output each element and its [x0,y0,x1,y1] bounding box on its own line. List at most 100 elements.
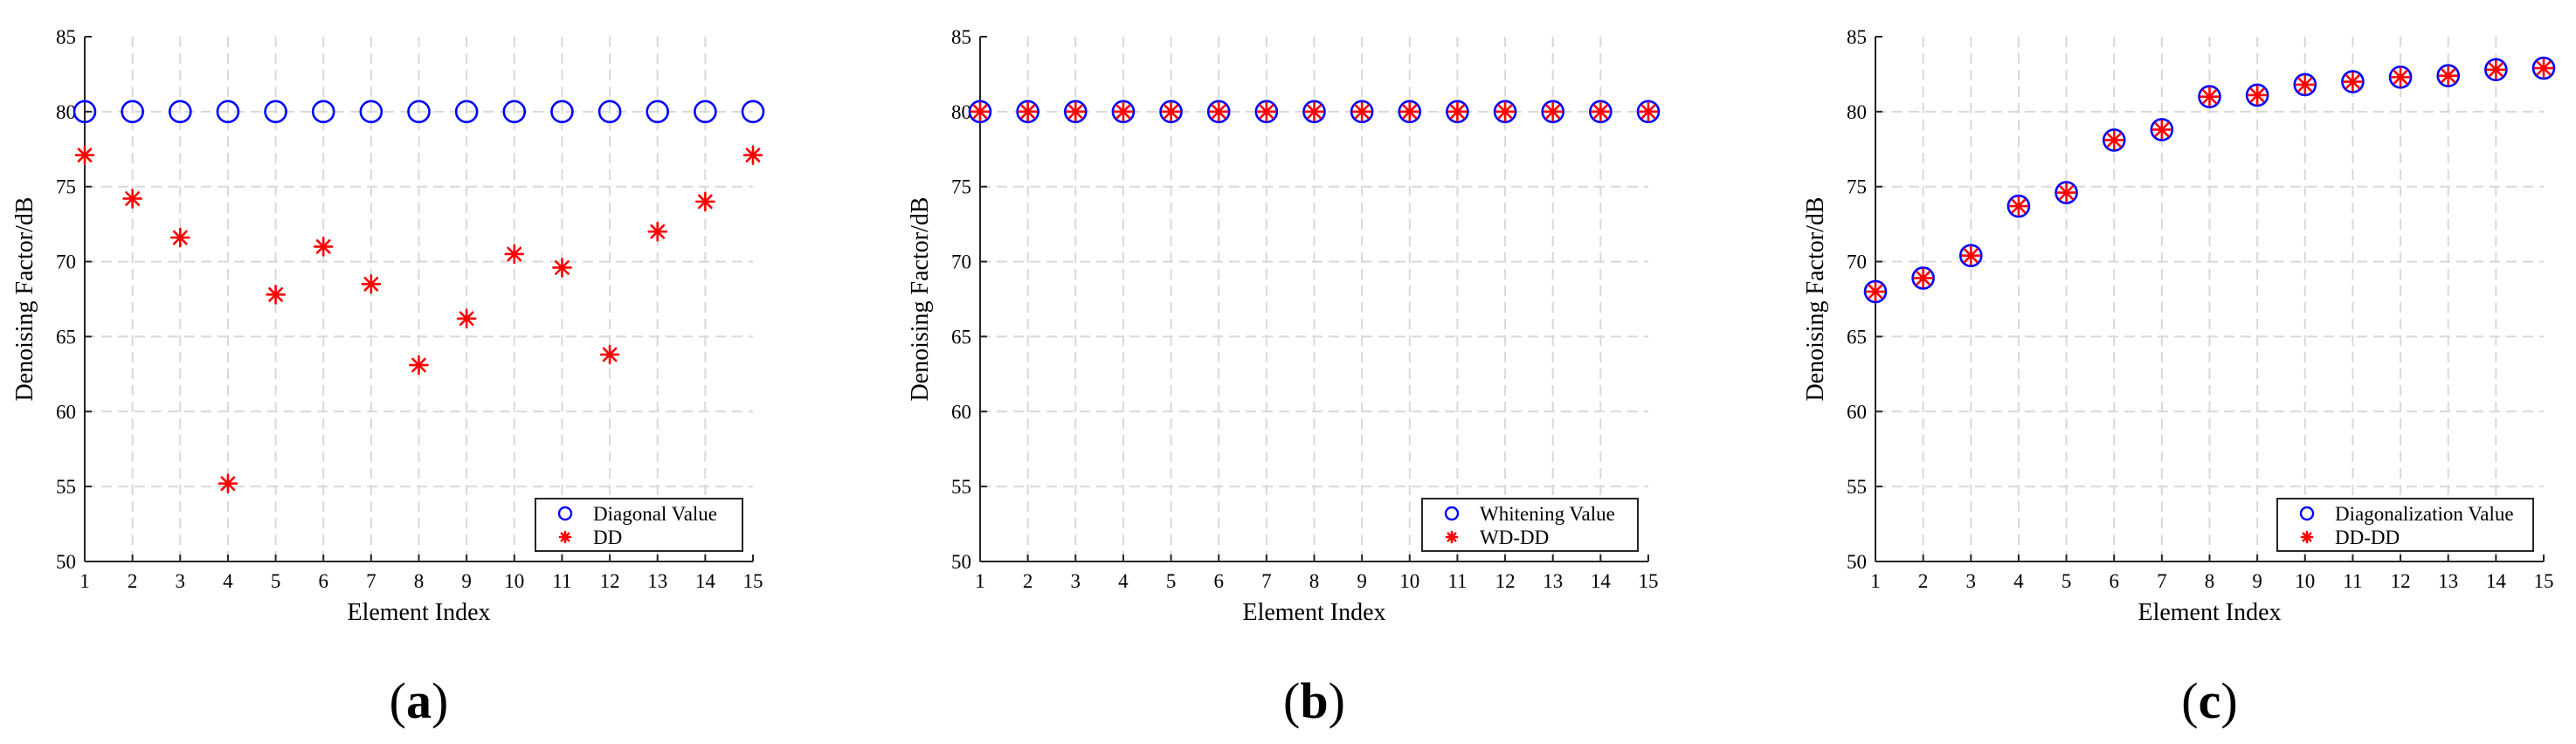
x-tick-label: 9 [461,570,472,592]
y-tick-label: 70 [951,251,971,273]
data-point-asterisk [2247,85,2268,106]
x-tick-label: 15 [1639,570,1659,592]
data-point-circle [550,100,574,124]
data-point-circle [2055,181,2078,204]
x-tick-label: 5 [1166,570,1177,592]
y-tick-label: 50 [56,551,76,573]
data-point-asterisk [2486,59,2506,80]
data-point-asterisk [313,237,334,257]
x-tick-label: 5 [2061,570,2072,592]
data-point-circle [311,100,335,124]
y-tick-label: 80 [56,101,76,123]
y-tick-label: 75 [56,176,76,198]
legend-label: DD [593,527,622,548]
legend-box [1421,498,1639,552]
data-point-asterisk [599,344,620,365]
y-tick-label: 60 [951,401,971,423]
y-tick-label: 55 [951,476,971,498]
data-point-asterisk [552,258,572,278]
y-tick-label: 75 [1847,176,1867,198]
y-tick-label: 50 [951,551,971,573]
data-point-asterisk [1960,245,1981,266]
y-tick-label: 70 [56,251,76,273]
data-point-circle [646,100,670,124]
x-tick-label: 7 [2157,570,2167,592]
data-point-asterisk [1865,281,1886,302]
x-tick-label: 8 [1309,570,1320,592]
data-point-asterisk [1065,101,1086,122]
data-point-asterisk [456,308,477,329]
data-point-circle [741,100,765,124]
x-axis-label: Element Index [2137,599,2281,626]
y-tick-label: 60 [56,401,76,423]
data-point-circle [454,100,479,124]
data-point-circle [168,100,192,124]
data-point-asterisk [2438,65,2459,86]
data-point-circle [1493,100,1517,124]
data-point-circle [216,100,240,124]
data-point-asterisk [122,189,142,209]
x-tick-label: 8 [2205,570,2215,592]
chart-panel-c: 1 2 3 4 5 6 7 8 9 10 11 12 13 14 155055606570758085Ele… [1802,26,2556,729]
data-point-asterisk [1913,268,1933,288]
data-point-asterisk [2390,67,2411,87]
data-point-asterisk [1447,101,1468,122]
legend-label: DD-DD [2335,527,2400,548]
data-point-circle [1302,100,1326,124]
x-tick-label: 12 [600,570,620,592]
data-point-asterisk [409,355,429,375]
y-tick-label: 55 [56,476,76,498]
panel-letter: a [406,672,432,729]
legend-label: Diagonal Value [593,503,717,525]
y-axis-label: Denoising Factor/dB [1802,196,1829,401]
data-point-circle [1446,100,1469,124]
y-tick-label: 60 [1847,401,1867,423]
y-tick-label: 55 [1847,476,1867,498]
data-point-asterisk [2103,130,2124,150]
x-tick-label: 1 [79,570,90,592]
data-point-circle [2341,70,2365,93]
legend-label: Whitening Value [1480,503,1615,525]
x-tick-label: 14 [2486,570,2507,592]
x-tick-label: 9 [2252,570,2262,592]
data-point-circle [2484,58,2508,82]
legend-box [2276,498,2534,552]
data-point-circle [694,100,717,124]
x-tick-label: 5 [271,570,281,592]
x-tick-label: 14 [695,570,716,592]
data-point-circle [1063,100,1088,124]
data-point-asterisk [218,473,238,494]
x-axis-label: Element Index [347,599,490,626]
x-tick-label: 2 [1023,570,1033,592]
data-point-asterisk [169,227,190,248]
x-tick-label: 13 [647,570,667,592]
data-point-asterisk [1399,101,1420,122]
x-tick-label: 13 [1543,570,1563,592]
chart-panel-b: 1 2 3 4 5 6 7 8 9 10 11 12 13 14 155055606570758085Ele… [907,26,1661,729]
data-point-asterisk [74,145,95,165]
data-point-circle [359,100,383,124]
x-tick-label: 3 [1966,570,1977,592]
data-point-asterisk [361,274,382,294]
data-point-asterisk [1591,101,1611,122]
legend-marker-circle [2299,506,2315,521]
data-point-asterisk [2056,183,2076,203]
data-point-circle [2388,65,2413,89]
y-tick-label: 80 [951,101,971,123]
data-point-circle [1958,244,1983,268]
data-point-asterisk [647,221,668,242]
data-point-circle [1541,100,1565,124]
data-point-circle [1016,100,1039,124]
data-point-asterisk [970,101,991,122]
x-tick-label: 15 [2534,570,2554,592]
panel-label: (c) [2181,672,2237,729]
panel-label: (a) [390,672,449,729]
x-tick-label: 3 [1071,570,1081,592]
x-axis-label: Element Index [1242,599,1385,626]
legend-marker-circle [1444,506,1460,521]
data-point-circle [2293,72,2317,97]
data-point-asterisk [2008,196,2029,217]
data-point-asterisk [1543,101,1564,122]
